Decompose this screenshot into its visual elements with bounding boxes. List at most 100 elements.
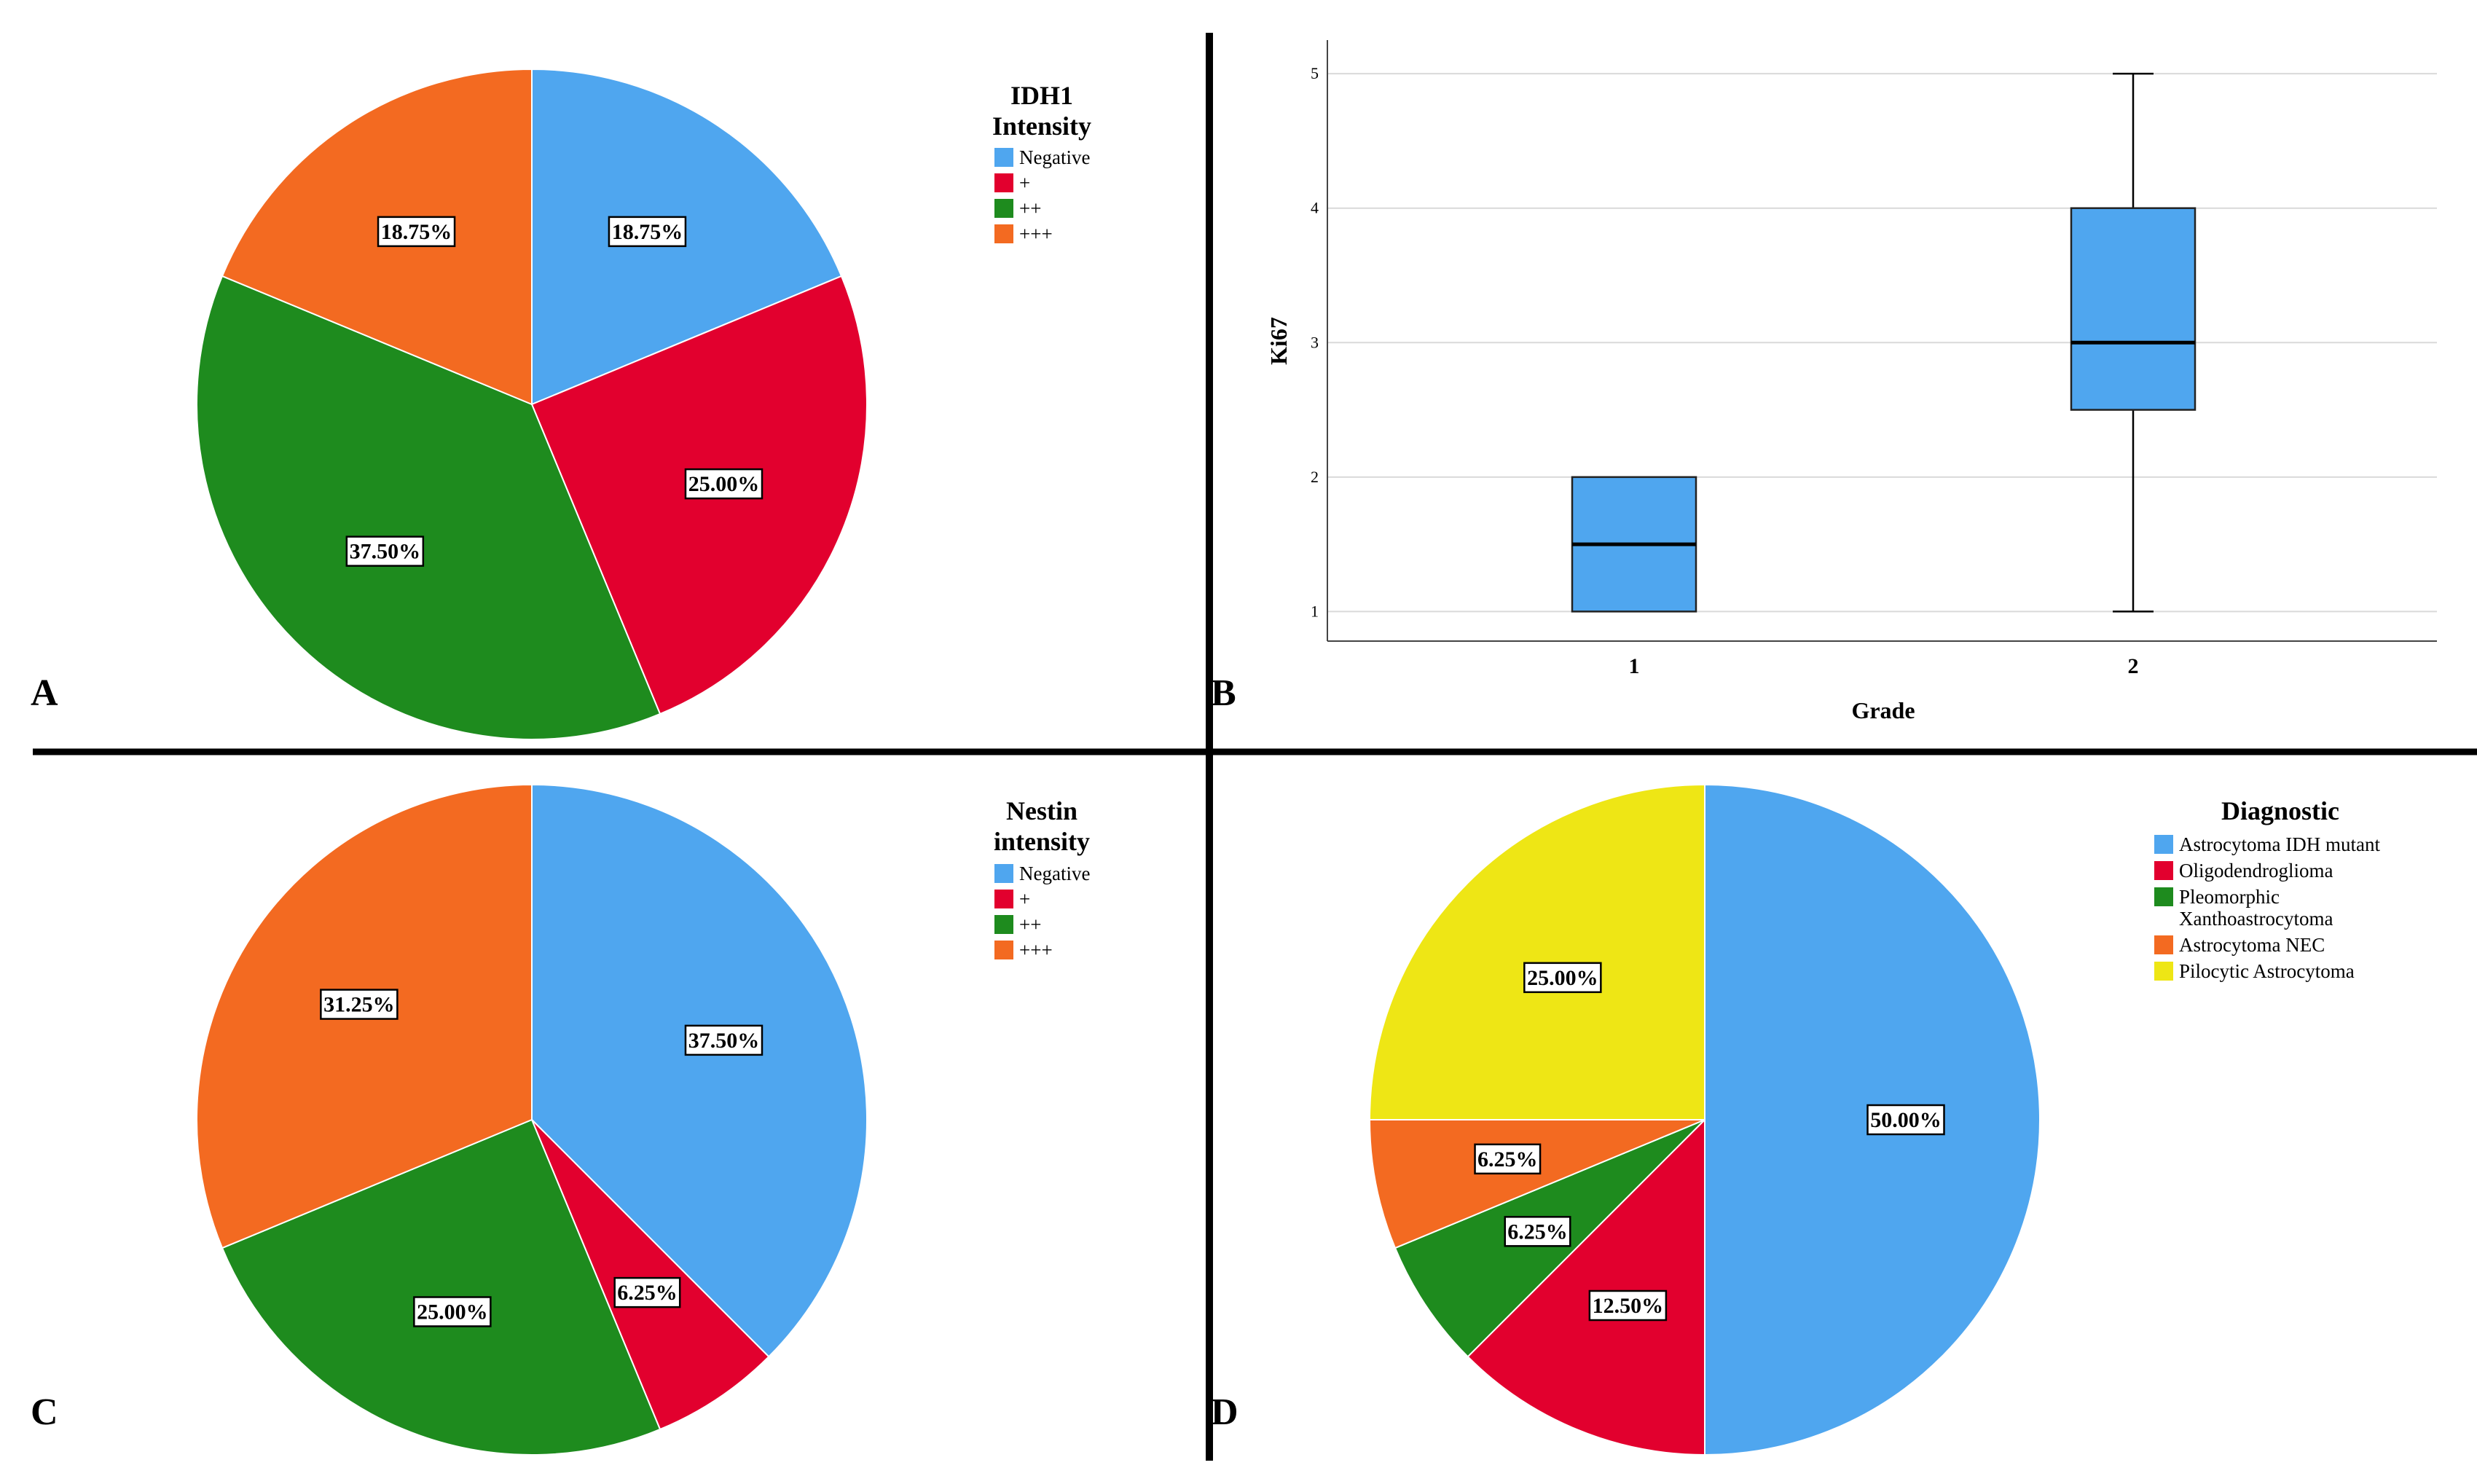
panel-letter-a: A: [31, 672, 58, 714]
legend-label: Astrocytoma IDH mutant: [2179, 833, 2380, 855]
x-tick-label: 1: [1629, 654, 1640, 678]
pie-slices: [196, 783, 868, 1456]
box-grade-2: [2070, 72, 2197, 613]
pie-value-label: 37.50%: [350, 540, 421, 564]
pie-value-label: 25.00%: [688, 472, 760, 496]
legend-label: +: [1019, 172, 1030, 194]
pie-label-box: [613, 1276, 681, 1308]
pie-slice-: [196, 275, 662, 740]
pie-slice-oligodendroglioma: [1467, 1118, 1705, 1456]
pie-label-box: [320, 989, 399, 1020]
pie-label-box: [1504, 1216, 1571, 1247]
pie-value-label: 25.00%: [417, 1300, 488, 1324]
pie-value-label: 6.25%: [1477, 1147, 1538, 1171]
legend-title: Diagnostic: [2221, 796, 2339, 825]
pie-value-label: 50.00%: [1870, 1108, 1942, 1132]
x-axis-title: Grade: [1851, 697, 1915, 723]
pie-label-box: [1588, 1289, 1668, 1322]
pie-value-label: 31.25%: [323, 993, 395, 1017]
box-iqr: [2070, 207, 2197, 411]
pie-label-box: [684, 468, 763, 500]
legend-swatch: [2154, 835, 2173, 854]
legend-label: Negative: [1019, 146, 1090, 168]
legend-swatch: [994, 148, 1013, 167]
pie-label-box: [684, 1024, 763, 1056]
y-tick-label: 3: [1311, 333, 1319, 351]
y-tick-labels: 1 2 3 4 5: [1311, 64, 1319, 620]
legend-title: Nestin: [1006, 796, 1077, 825]
legend-label: Negative: [1019, 863, 1090, 884]
y-tick-label: 2: [1311, 468, 1319, 486]
legend-label: +: [1019, 888, 1030, 910]
legend-label: Xanthoastrocytoma: [2179, 908, 2333, 930]
panel-letter-b: B: [1211, 672, 1236, 714]
x-tick-label: 2: [2128, 654, 2139, 678]
legend-label: ++: [1019, 197, 1041, 219]
pie-label-box: [345, 535, 425, 567]
pie-value-label: 12.50%: [1593, 1294, 1664, 1318]
pie-slice-negative: [531, 783, 868, 1358]
legend-title: IDH1: [1010, 81, 1073, 110]
legend-swatch: [994, 941, 1013, 959]
pie-value-label: 6.25%: [1507, 1220, 1568, 1244]
pie-slice-negative: [531, 68, 843, 406]
legend-label: Astrocytoma NEC: [2179, 934, 2325, 956]
pie-slice-pilocytic-astrocytoma: [1368, 783, 1705, 1120]
legend-swatch: [2154, 962, 2173, 981]
pie-value-labels: 50.00% 12.50% 6.25% 6.25% 25.00%: [1474, 962, 1945, 1322]
pie-value-label: 18.75%: [381, 220, 452, 244]
pie-slice-: [221, 1118, 662, 1456]
legend-swatch: [994, 199, 1013, 218]
pie-slices: [196, 68, 868, 740]
legend-swatch: [994, 890, 1013, 908]
legend-label: +++: [1019, 223, 1053, 245]
y-tick-label: 1: [1311, 602, 1319, 620]
legend-label: Pilocytic Astrocytoma: [2179, 960, 2355, 982]
legend-swatch: [994, 864, 1013, 883]
legend-label: ++: [1019, 914, 1041, 935]
legend-swatch: [994, 224, 1013, 243]
pie-label-box: [1474, 1143, 1542, 1175]
pie-value-labels: 37.50% 6.25% 25.00% 31.25%: [320, 989, 763, 1327]
pie-label-box: [608, 216, 687, 248]
legend-swatch: [994, 915, 1013, 934]
pie-slice-astrocytoma-nec: [1368, 1119, 1705, 1249]
gridlines: [1327, 73, 2437, 613]
pie-label-box: [1523, 962, 1602, 994]
y-tick-label: 5: [1311, 64, 1319, 82]
pie-legend: Diagnostic Astrocytoma IDH mutant Oligoden…: [2154, 796, 2380, 982]
pie-label-box: [377, 216, 456, 248]
pie-label-box: [1866, 1104, 1945, 1136]
pie-value-label: 6.25%: [617, 1281, 678, 1305]
pie-value-label: 18.75%: [612, 220, 683, 244]
legend-title: intensity: [994, 827, 1090, 856]
panel-letter-c: C: [31, 1391, 58, 1433]
panel-letter-d: D: [1211, 1391, 1238, 1433]
legend-swatch: [2154, 935, 2173, 954]
pie-value-label: 37.50%: [688, 1029, 760, 1053]
legend-label: +++: [1019, 939, 1053, 961]
legend-label: Pleomorphic: [2179, 886, 2280, 908]
y-tick-label: 4: [1311, 199, 1319, 217]
pie-slice-: [221, 68, 533, 406]
axes: [1327, 40, 2437, 642]
box-grade-1: [1571, 476, 1697, 613]
pie-value-labels: 18.75% 25.00% 37.50% 18.75%: [345, 216, 763, 567]
pie-value-label: 25.00%: [1527, 966, 1598, 990]
legend-swatch: [2154, 887, 2173, 906]
boxes: [1571, 72, 2197, 613]
pie-label-box: [413, 1296, 492, 1327]
legend-label: Oligodendroglioma: [2179, 860, 2333, 882]
panel-d-pie-chart: 50.00% 12.50% 6.25% 6.25% 25.00% Diagnostic A…: [1211, 783, 2380, 1456]
pie-slice-: [531, 1119, 770, 1431]
legend-title: Intensity: [992, 111, 1091, 141]
y-axis-title: Ki67: [1265, 317, 1292, 365]
legend-swatch: [994, 173, 1013, 192]
